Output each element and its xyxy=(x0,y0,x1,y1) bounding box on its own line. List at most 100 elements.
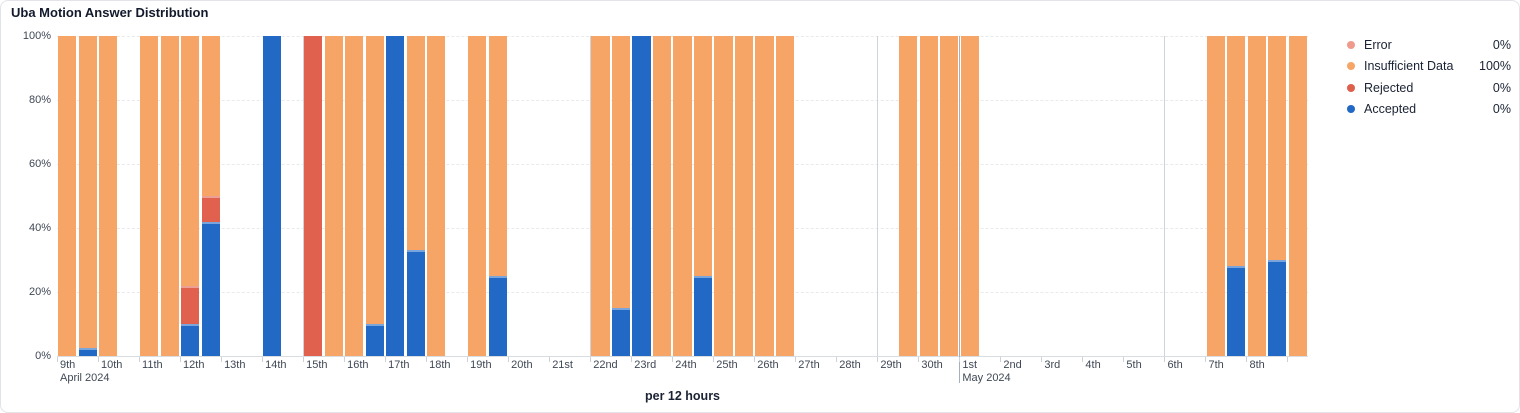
bar-segment-accepted[interactable] xyxy=(406,250,425,356)
bar-segment-insufficient[interactable] xyxy=(160,36,179,356)
bar-segment-insufficient[interactable] xyxy=(960,36,979,356)
bar-segment-insufficient[interactable] xyxy=(1227,36,1246,267)
bar-segment-insufficient[interactable] xyxy=(940,36,959,356)
x-axis-tick xyxy=(918,357,920,362)
x-axis-tick xyxy=(467,357,469,362)
bar-segment-accepted[interactable] xyxy=(611,308,630,356)
legend-item-value: 0% xyxy=(1492,80,1511,95)
x-axis-tick xyxy=(57,357,58,362)
x-axis-tick xyxy=(549,357,551,362)
bar-segment-insufficient[interactable] xyxy=(365,36,384,324)
x-axis-tick xyxy=(426,357,428,362)
x-axis-day-label: 20th xyxy=(511,359,533,371)
bar-segment-insufficient[interactable] xyxy=(693,36,713,276)
x-axis-day-label: 24th xyxy=(675,359,697,371)
x-axis-day-label: 25th xyxy=(716,359,738,371)
x-axis-tick xyxy=(672,357,674,362)
x-axis-day-label: 19th xyxy=(470,359,492,371)
y-axis-tick-label: 100% xyxy=(22,30,51,42)
legend-item-error[interactable]: Error 0% xyxy=(1347,34,1511,56)
x-axis-tick xyxy=(836,357,838,362)
bar-segment-insufficient[interactable] xyxy=(611,36,630,308)
bar-segment-insufficient[interactable] xyxy=(591,36,610,356)
bar-segment-insufficient[interactable] xyxy=(1247,36,1266,356)
x-axis-tick xyxy=(877,357,879,362)
bar-segment-rejected[interactable] xyxy=(201,196,220,222)
x-axis-tick xyxy=(713,357,715,362)
week-gridline xyxy=(877,36,879,356)
week-gridline xyxy=(590,36,592,356)
bar-segment-accepted[interactable] xyxy=(386,36,405,356)
x-axis-day-label: 12th xyxy=(183,359,205,371)
rejected-legend-dot-icon xyxy=(1347,83,1355,92)
bar-segment-accepted[interactable] xyxy=(1227,266,1246,356)
legend-item-label: Error xyxy=(1364,37,1392,52)
bar-segment-insufficient[interactable] xyxy=(488,36,507,276)
x-axis-tick xyxy=(180,357,182,362)
bar-segment-insufficient[interactable] xyxy=(58,36,77,356)
bar-segment-insufficient[interactable] xyxy=(181,36,200,286)
legend-item-accepted[interactable]: Accepted 0% xyxy=(1347,99,1511,121)
accepted-legend-dot-icon xyxy=(1347,105,1355,114)
x-axis-day-label: 6th xyxy=(1167,359,1183,371)
bar-segment-insufficient[interactable] xyxy=(78,36,97,348)
x-axis-tick xyxy=(385,357,387,362)
bar-segment-insufficient[interactable] xyxy=(140,36,159,356)
bar-segment-insufficient[interactable] xyxy=(899,36,918,356)
insufficient-data-legend-dot-icon xyxy=(1347,62,1355,71)
bar-segment-accepted[interactable] xyxy=(263,36,282,356)
bar-segment-accepted[interactable] xyxy=(488,276,507,356)
bar-segment-accepted[interactable] xyxy=(632,36,651,356)
bar-segment-insufficient[interactable] xyxy=(1268,36,1287,260)
x-axis-day-label: 10th xyxy=(101,359,123,371)
bar-segment-insufficient[interactable] xyxy=(734,36,754,356)
bar-segment-insufficient[interactable] xyxy=(1288,36,1307,356)
bar-segment-insufficient[interactable] xyxy=(324,36,343,356)
bar-segment-insufficient[interactable] xyxy=(755,36,774,356)
bar-segment-insufficient[interactable] xyxy=(345,36,364,356)
legend-item-label: Rejected xyxy=(1364,80,1414,95)
bar-segment-accepted[interactable] xyxy=(201,221,220,356)
x-axis-day-label: 15th xyxy=(306,359,328,371)
x-axis-tick xyxy=(631,357,633,362)
x-axis-tick xyxy=(221,357,223,362)
x-axis-day-label: 16th xyxy=(347,359,369,371)
bar-segment-insufficient[interactable] xyxy=(427,36,446,356)
bar-segment-accepted[interactable] xyxy=(693,276,713,356)
x-axis-day-label: 22nd xyxy=(593,359,618,371)
bar-segment-rejected[interactable] xyxy=(304,36,323,356)
bar-segment-accepted[interactable] xyxy=(365,324,384,356)
bar-segment-insufficient[interactable] xyxy=(201,36,220,196)
bar-segment-insufficient[interactable] xyxy=(406,36,425,251)
x-axis-tick xyxy=(139,357,141,362)
bar-segment-accepted[interactable] xyxy=(181,324,200,356)
x-axis-day-label: 2nd xyxy=(1003,359,1022,371)
x-axis-tick xyxy=(98,357,100,362)
legend-item-value: 100% xyxy=(1479,59,1511,74)
x-axis-day-label: 23rd xyxy=(634,359,657,371)
x-axis-tick xyxy=(959,357,961,362)
bar-segment-insufficient[interactable] xyxy=(468,36,487,356)
week-gridline xyxy=(1164,36,1166,356)
legend-item-insufficient-data[interactable]: Insufficient Data 100% xyxy=(1347,56,1511,78)
x-axis-day-label: 8th xyxy=(1249,359,1265,371)
bar-segment-accepted[interactable] xyxy=(78,348,97,356)
legend: Error 0% Insufficient Data 100% Rejected… xyxy=(1347,34,1511,120)
bar-segment-insufficient[interactable] xyxy=(775,36,795,356)
legend-item-rejected[interactable]: Rejected 0% xyxy=(1347,77,1511,99)
x-axis-tick xyxy=(1287,357,1289,362)
bar-segment-accepted[interactable] xyxy=(1268,260,1287,356)
legend-item-label: Insufficient Data xyxy=(1364,59,1454,74)
bar-segment-insufficient[interactable] xyxy=(652,36,672,356)
bar-segment-insufficient[interactable] xyxy=(673,36,692,356)
bar-segment-insufficient[interactable] xyxy=(714,36,733,356)
bar-segment-insufficient[interactable] xyxy=(919,36,938,356)
bar-segment-rejected[interactable] xyxy=(181,285,200,324)
bar-segment-insufficient[interactable] xyxy=(99,36,118,356)
x-axis-month-label: April 2024 xyxy=(60,372,110,384)
bar-segment-insufficient[interactable] xyxy=(1206,36,1225,356)
x-axis-day-label: 1st xyxy=(962,359,978,371)
y-axis-tick-label: 40% xyxy=(28,222,51,234)
x-axis-day-label: 21st xyxy=(552,359,573,371)
y-axis-tick-label: 20% xyxy=(28,286,51,298)
